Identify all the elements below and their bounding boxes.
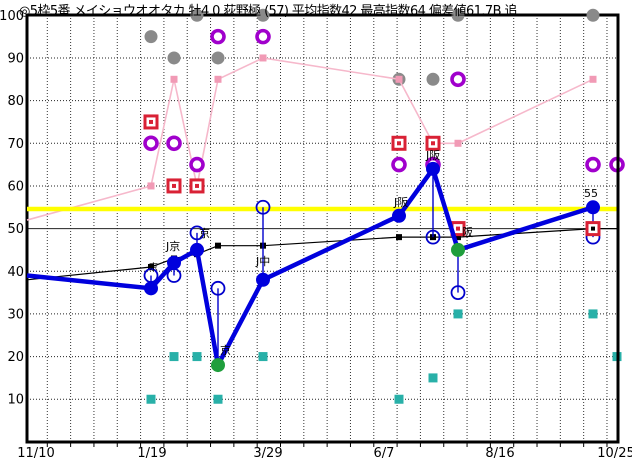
purple-ring-marker	[210, 28, 226, 45]
x-tick-label: 11/10	[17, 446, 54, 460]
x-tick-label: 8/16	[485, 446, 514, 460]
main-index-dot	[144, 281, 158, 296]
y-tick-label: 90	[7, 51, 24, 66]
teal-square-marker	[213, 394, 223, 404]
black-square-marker	[148, 263, 154, 270]
blue-ring-marker	[189, 225, 205, 241]
teal-square-marker	[258, 352, 268, 362]
gray-dot	[190, 8, 204, 22]
y-tick-label: 70	[7, 137, 24, 152]
x-tick-label: 3/29	[253, 446, 282, 460]
pink-square-marker	[259, 54, 267, 62]
gray-dot	[167, 51, 181, 65]
gray-dot	[144, 30, 158, 44]
gray-dot	[586, 8, 600, 22]
main-index-dot	[190, 242, 204, 257]
series-pink-line	[26, 54, 597, 221]
y-tick-label: 50	[7, 222, 24, 237]
venue-label: 55	[584, 187, 598, 200]
blue-ring-marker	[450, 285, 466, 300]
y-axis-labels: 100 90 80 70 60 50 40 30 20 10	[0, 9, 24, 408]
pink-square-marker	[395, 75, 403, 83]
teal-square-marker	[394, 394, 404, 404]
main-index-dot	[586, 200, 600, 215]
purple-ring-marker	[585, 156, 601, 173]
teal-square-marker	[588, 309, 598, 319]
y-tick-label: 80	[7, 94, 24, 109]
purple-ring-marker	[391, 156, 407, 173]
blue-ring-marker	[255, 199, 271, 215]
black-square-marker	[396, 234, 402, 241]
black-square-marker	[455, 234, 461, 241]
purple-ring-marker	[450, 71, 466, 88]
teal-square-marker	[453, 309, 463, 319]
y-tick-label: 60	[7, 179, 24, 194]
x-axis-ticks	[46, 442, 608, 447]
venue-label: J中	[255, 255, 270, 268]
x-axis-labels: 11/10 1/19 3/29 6/7 8/16 10/25	[17, 446, 632, 460]
chart-title: ◎5枠5番 メイショウオオタカ 牡4 0 荻野極 (57) 平均指数42 最高指…	[19, 4, 517, 19]
grid-layer	[27, 15, 618, 442]
main-index-dot	[426, 161, 440, 176]
teal-square-marker	[146, 394, 156, 404]
gray-dot	[211, 51, 225, 65]
venue-label: J京	[165, 239, 180, 253]
blue-ring-marker	[425, 229, 441, 245]
main-index-dot-green	[211, 358, 225, 373]
main-index-dot	[256, 272, 270, 287]
purple-ring-marker	[255, 28, 271, 45]
gray-dot	[451, 8, 465, 22]
purple-ring-marker	[143, 135, 159, 152]
main-index-dot	[167, 255, 181, 270]
teal-square-marker	[428, 373, 438, 383]
pink-square-marker	[589, 75, 597, 83]
y-tick-label: 100	[0, 9, 24, 24]
gray-dot	[426, 72, 440, 86]
purple-ring-marker	[189, 156, 205, 173]
pink-square-marker	[214, 75, 222, 83]
venue-label: J阪	[393, 195, 408, 209]
series-main-index	[26, 161, 600, 373]
venue-label: 京	[199, 226, 210, 240]
pink-square-marker	[147, 182, 155, 190]
venue-label: 京	[149, 261, 158, 273]
y-tick-label: 30	[7, 307, 24, 322]
venue-label: 京	[220, 343, 231, 357]
purple-ring-marker	[166, 135, 182, 152]
gray-dot	[256, 8, 270, 22]
venue-label: J阪	[425, 148, 440, 162]
black-square-marker	[215, 242, 221, 249]
x-tick-label: 1/19	[137, 446, 166, 460]
x-tick-label: 10/25	[597, 446, 632, 460]
series-gray-dots	[144, 8, 600, 86]
series-blue-rings	[143, 168, 601, 366]
pink-square-marker	[454, 139, 462, 147]
blue-ring-marker	[210, 280, 226, 296]
teal-square-marker	[192, 352, 202, 362]
series-red-squares	[143, 114, 601, 237]
y-tick-label: 40	[7, 265, 24, 280]
pink-square-marker	[170, 75, 178, 83]
y-tick-label: 10	[7, 393, 24, 408]
teal-square-marker	[169, 352, 179, 362]
main-index-dot-green	[451, 242, 465, 257]
venue-label: 阪	[462, 225, 473, 239]
y-tick-label: 20	[7, 350, 24, 365]
x-tick-label: 6/7	[374, 446, 395, 460]
main-index-dot	[392, 208, 406, 223]
